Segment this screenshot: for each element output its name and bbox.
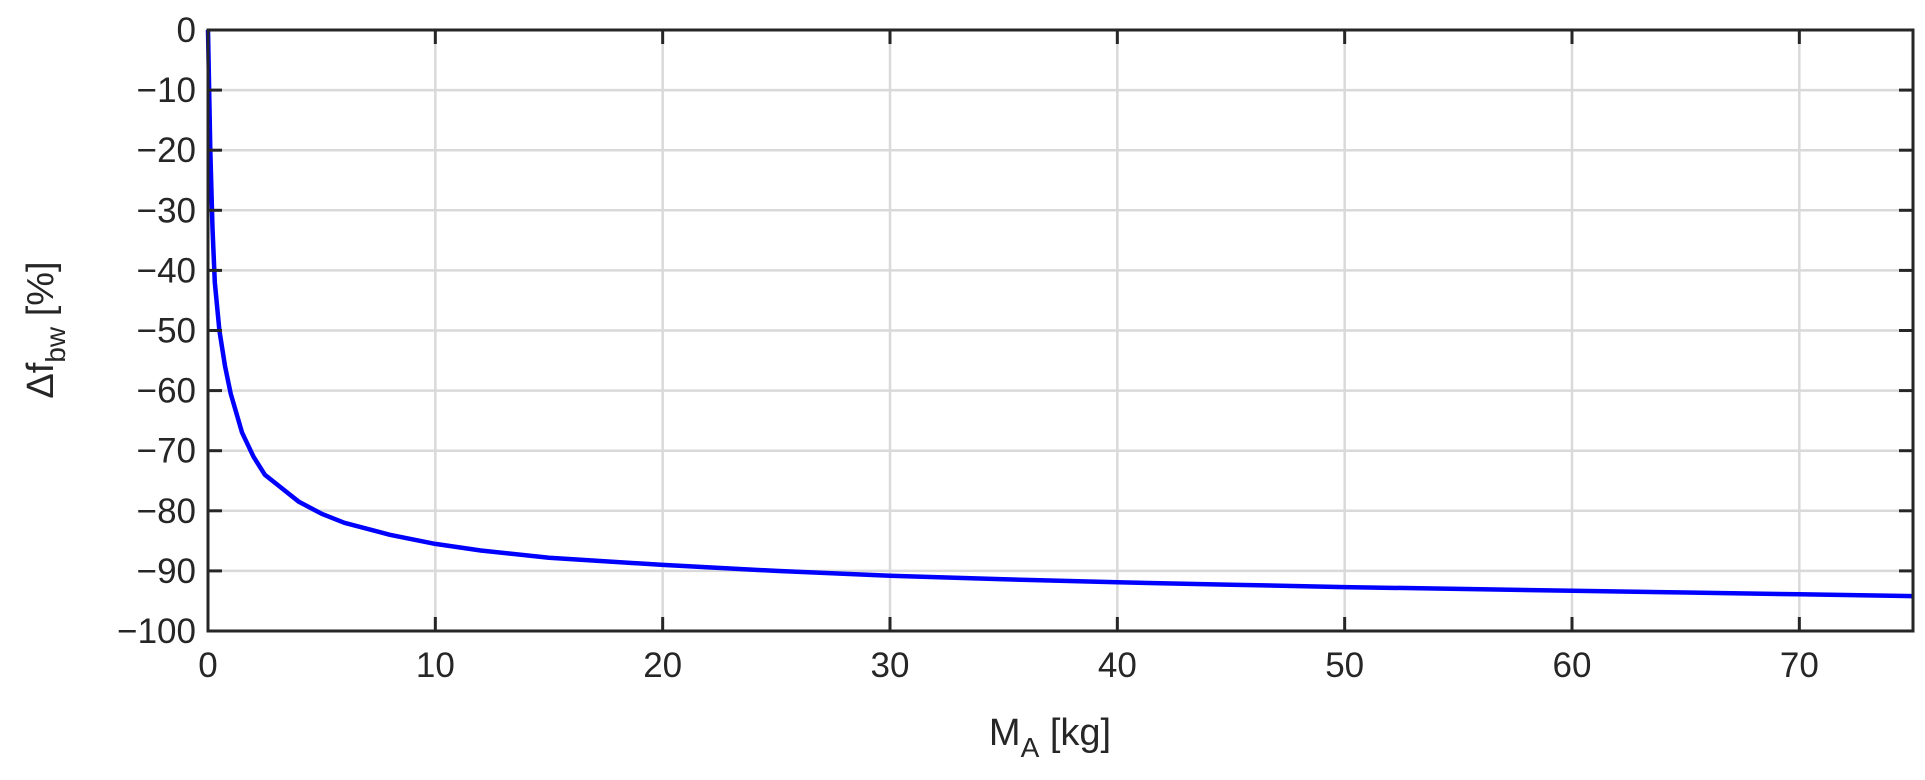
y-tick-label: −70 bbox=[137, 432, 196, 471]
axes bbox=[206, 28, 1915, 633]
x-axis-label-subscript: A bbox=[1021, 732, 1040, 763]
y-tick-label: −90 bbox=[137, 552, 196, 591]
x-tick-label: 70 bbox=[1780, 646, 1819, 685]
y-tick-label: −50 bbox=[137, 312, 196, 351]
y-tick-label: −40 bbox=[137, 251, 196, 290]
x-axis-label-unit: [kg] bbox=[1039, 712, 1111, 754]
y-axis-label: Δfbw [%] bbox=[20, 261, 71, 398]
y-tick-label: −20 bbox=[137, 131, 196, 170]
x-tick-label: 0 bbox=[198, 646, 217, 685]
x-tick-label: 20 bbox=[643, 646, 682, 685]
y-axis-label-unit: [%] bbox=[20, 261, 62, 326]
y-tick-labels: 0 −10 −20 −30 −40 −50 −60 −70 −80 −90 −100 bbox=[117, 11, 196, 651]
x-tick-label: 50 bbox=[1325, 646, 1364, 685]
y-axis-label-main: Δf bbox=[20, 362, 62, 398]
x-tick-label: 60 bbox=[1553, 646, 1592, 685]
y-tick-label: −10 bbox=[137, 71, 196, 110]
y-tick-label: 0 bbox=[177, 11, 196, 50]
y-axis-label-subscript: bw bbox=[40, 326, 71, 363]
series-layer bbox=[205, 29, 1914, 599]
x-tick-label: 30 bbox=[871, 646, 910, 685]
x-axis-label-main: M bbox=[989, 712, 1021, 754]
x-axis-label: MA [kg] bbox=[989, 712, 1111, 763]
series-line bbox=[205, 29, 1914, 599]
grid bbox=[206, 28, 1913, 633]
x-tick-label: 10 bbox=[416, 646, 455, 685]
y-tick-label: −80 bbox=[137, 492, 196, 531]
y-tick-label: −60 bbox=[137, 372, 196, 411]
x-tick-labels: 0 10 20 30 40 50 60 70 bbox=[198, 646, 1819, 685]
y-tick-label: −30 bbox=[137, 191, 196, 230]
y-tick-label: −100 bbox=[117, 612, 196, 651]
x-tick-label: 40 bbox=[1098, 646, 1137, 685]
